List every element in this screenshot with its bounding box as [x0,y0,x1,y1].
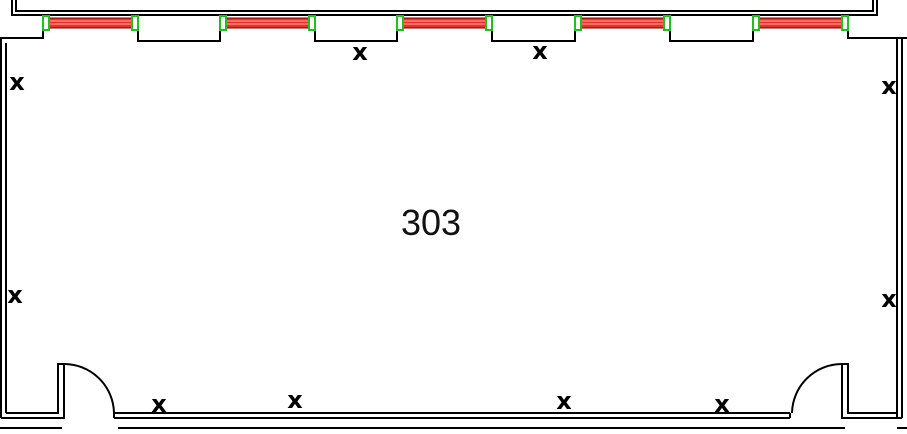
outlet-mark-2: x [532,37,548,65]
outlet-mark-3: x [9,68,25,96]
outlet-mark-5: x [7,281,23,309]
outlet-mark-8: x [287,386,303,414]
outlet-mark-4: x [881,72,897,100]
window-3 [396,15,493,31]
window-1 [42,15,139,31]
outlet-marks: x x x x x x x x x x [7,37,897,418]
outlet-mark-10: x [714,390,730,418]
room-number: 303 [401,202,461,243]
window-4 [574,15,671,31]
west-wall [0,38,7,418]
outlet-mark-9: x [556,387,572,415]
south-wall [0,363,907,429]
adjacent-room-outline [11,0,878,16]
outlet-mark-6: x [881,285,897,313]
door-right [791,363,843,414]
outlet-mark-1: x [352,38,368,66]
east-wall [896,38,903,418]
window-5 [752,15,849,31]
windows-group [42,15,849,31]
window-2 [219,15,316,31]
outlet-mark-7: x [151,390,167,418]
door-left [63,363,115,414]
